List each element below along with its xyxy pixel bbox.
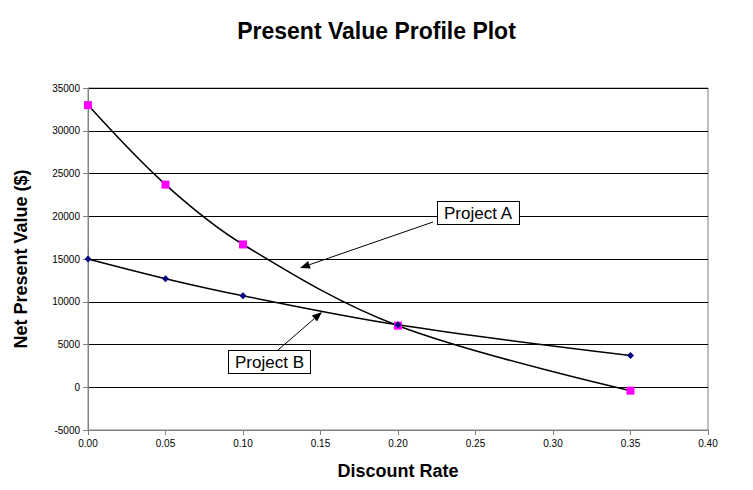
svg-text:0: 0 <box>74 382 80 393</box>
svg-text:Project A: Project A <box>444 204 513 223</box>
svg-text:Present Value Profile Plot: Present Value Profile Plot <box>237 18 516 44</box>
svg-text:Project B: Project B <box>235 353 304 372</box>
svg-text:30000: 30000 <box>52 125 80 136</box>
svg-text:0.20: 0.20 <box>388 438 408 449</box>
svg-text:35000: 35000 <box>52 83 80 94</box>
svg-text:Discount Rate: Discount Rate <box>337 461 458 481</box>
svg-text:0.10: 0.10 <box>233 438 253 449</box>
svg-text:0.40: 0.40 <box>698 438 718 449</box>
svg-text:5000: 5000 <box>58 339 81 350</box>
svg-text:20000: 20000 <box>52 211 80 222</box>
svg-text:15000: 15000 <box>52 254 80 265</box>
svg-text:0.35: 0.35 <box>621 438 641 449</box>
svg-text:0.15: 0.15 <box>311 438 331 449</box>
svg-text:0.05: 0.05 <box>156 438 176 449</box>
svg-text:0.25: 0.25 <box>466 438 486 449</box>
svg-text:25000: 25000 <box>52 168 80 179</box>
svg-text:Net Present Value ($): Net Present Value ($) <box>11 169 31 348</box>
svg-text:10000: 10000 <box>52 296 80 307</box>
svg-text:0.00: 0.00 <box>78 438 98 449</box>
svg-text:-5000: -5000 <box>54 425 80 436</box>
svg-text:0.30: 0.30 <box>543 438 563 449</box>
